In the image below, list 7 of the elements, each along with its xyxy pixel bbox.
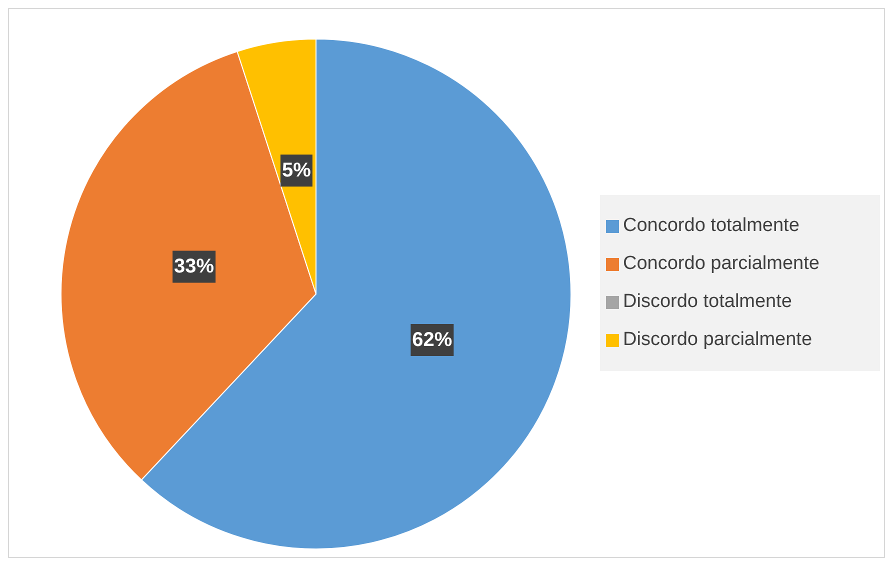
- data-label: 62%: [412, 328, 452, 351]
- data-label: 5%: [282, 160, 312, 182]
- legend-label: Concordo totalmente: [623, 215, 800, 236]
- legend-label: Discordo totalmente: [623, 291, 792, 312]
- legend-label: Concordo parcialmente: [623, 253, 820, 274]
- data-label: 33%: [174, 256, 214, 278]
- legend-label: Discordo parcialmente: [623, 329, 812, 350]
